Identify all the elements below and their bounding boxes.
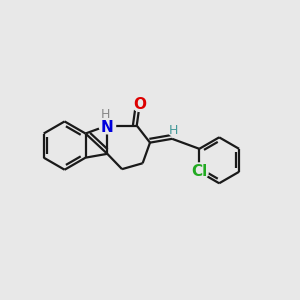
Text: O: O — [133, 97, 146, 112]
Circle shape — [190, 163, 208, 181]
Circle shape — [99, 117, 116, 134]
Circle shape — [168, 125, 179, 136]
Text: Cl: Cl — [191, 164, 207, 179]
Circle shape — [133, 97, 147, 111]
Text: H: H — [169, 124, 178, 137]
Text: H: H — [101, 108, 110, 121]
Text: N: N — [101, 119, 114, 134]
